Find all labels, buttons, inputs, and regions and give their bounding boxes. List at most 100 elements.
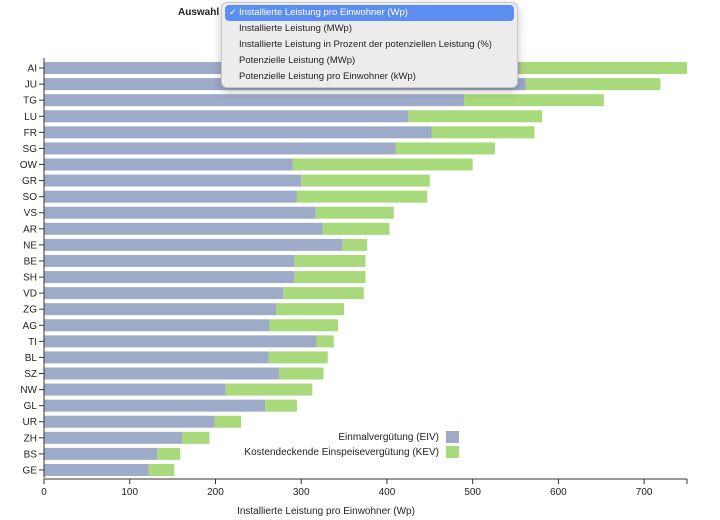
x-tick-label-600: 600 xyxy=(550,487,567,498)
legend-label-kev: Kostendeckende Einspeisevergütung (KEV) xyxy=(244,447,439,458)
bar-bl-eiv xyxy=(44,351,269,364)
dropdown-menu[interactable]: ✓ Installierte Leistung pro Einwohner (Wp… xyxy=(221,2,518,88)
bar-sh-eiv xyxy=(44,271,295,284)
bar-ur-kev xyxy=(214,415,242,428)
bar-ti-eiv xyxy=(44,335,317,348)
bar-ag-kev xyxy=(269,319,339,332)
y-tick-label-ai: AI xyxy=(28,64,37,75)
bar-nw-eiv xyxy=(44,383,226,396)
y-tick-label-be: BE xyxy=(24,256,38,267)
bar-ju-kev xyxy=(525,78,661,91)
y-tick-label-ag: AG xyxy=(23,321,38,332)
bar-be-kev xyxy=(294,254,366,267)
dropdown-option-label: Installierte Leistung pro Einwohner (Wp) xyxy=(239,7,408,18)
bar-bl-kev xyxy=(268,351,328,364)
dropdown-option-3[interactable]: Installierte Leistung in Prozent der pot… xyxy=(225,37,514,53)
bar-nw-kev xyxy=(225,383,313,396)
selector-label: Auswahl xyxy=(178,7,220,18)
bar-sg-eiv xyxy=(44,142,396,155)
y-tick-label-vd: VD xyxy=(23,289,37,300)
y-tick-label-ur: UR xyxy=(23,417,37,428)
dropdown-option-1[interactable]: ✓ Installierte Leistung pro Einwohner (Wp… xyxy=(225,5,514,21)
dropdown-option-label: Installierte Leistung (MWp) xyxy=(239,23,352,34)
bar-tg-eiv xyxy=(44,94,465,107)
bar-ar-eiv xyxy=(44,222,323,235)
y-tick-label-bl: BL xyxy=(25,353,38,364)
bar-lu-kev xyxy=(408,110,543,123)
y-tick-label-gr: GR xyxy=(22,176,37,187)
bar-ag-eiv xyxy=(44,319,270,332)
dropdown-option-5[interactable]: Potenzielle Leistung pro Einwohner (kWp) xyxy=(225,69,514,85)
y-tick-label-ow: OW xyxy=(20,160,38,171)
bar-ai-kev xyxy=(519,62,687,75)
bar-vd-kev xyxy=(283,287,364,300)
bars-group xyxy=(44,62,687,476)
legend-swatch-eiv xyxy=(446,431,459,443)
checkmark-icon: ✓ xyxy=(229,7,237,18)
x-tick-label-100: 100 xyxy=(121,487,138,498)
y-tick-label-sz: SZ xyxy=(24,369,37,380)
bar-zh-eiv xyxy=(44,431,183,444)
bar-ur-eiv xyxy=(44,415,215,428)
bar-ow-eiv xyxy=(44,158,293,171)
bar-ge-eiv xyxy=(44,463,149,476)
x-tick-label-400: 400 xyxy=(379,487,396,498)
y-tick-label-lu: LU xyxy=(24,112,37,123)
bar-ar-kev xyxy=(322,222,390,235)
y-tick-label-fr: FR xyxy=(24,128,37,139)
y-tick-label-zg: ZG xyxy=(23,305,37,316)
bar-ti-kev xyxy=(316,335,334,348)
x-tick-label-200: 200 xyxy=(207,487,224,498)
y-tick-label-sh: SH xyxy=(23,273,37,284)
bar-gl-kev xyxy=(265,399,297,412)
bar-gl-eiv xyxy=(44,399,266,412)
bar-sg-kev xyxy=(395,142,495,155)
bar-vs-kev xyxy=(315,206,394,219)
y-tick-label-ju: JU xyxy=(25,80,37,91)
y-tick-label-gl: GL xyxy=(24,401,38,412)
bar-vd-eiv xyxy=(44,287,284,300)
bar-so-eiv xyxy=(44,190,297,203)
x-axis: 0 100 200 300 400 500 600 700 xyxy=(41,478,688,498)
y-tick-label-ar: AR xyxy=(23,224,37,235)
dropdown-option-4[interactable]: Potenzielle Leistung (MWp) xyxy=(225,53,514,69)
bar-tg-kev xyxy=(464,94,604,107)
bar-zg-kev xyxy=(276,303,345,316)
bar-bs-eiv xyxy=(44,447,158,460)
bar-fr-eiv xyxy=(44,126,432,139)
dropdown-option-label: Potenzielle Leistung pro Einwohner (kWp) xyxy=(239,71,416,82)
x-axis-title: Installierte Leistung pro Einwohner (Wp) xyxy=(237,506,415,517)
y-tick-label-tg: TG xyxy=(23,96,37,107)
dropdown-option-2[interactable]: Installierte Leistung (MWp) xyxy=(225,21,514,37)
bar-so-kev xyxy=(296,190,428,203)
legend: Einmalvergütung (EIV) Kostendeckende Ein… xyxy=(244,431,459,458)
bar-lu-eiv xyxy=(44,110,409,123)
x-tick-label-0: 0 xyxy=(41,487,47,498)
legend-swatch-kev xyxy=(446,446,459,458)
y-tick-label-sg: SG xyxy=(23,144,38,155)
y-tick-label-ti: TI xyxy=(28,337,37,348)
bar-zg-eiv xyxy=(44,303,277,316)
y-tick-label-vs: VS xyxy=(24,208,38,219)
y-tick-label-bs: BS xyxy=(24,449,38,460)
x-tick-label-500: 500 xyxy=(464,487,481,498)
bar-sz-eiv xyxy=(44,367,279,380)
x-tick-label-700: 700 xyxy=(636,487,653,498)
y-tick-label-ge: GE xyxy=(23,465,38,476)
dropdown-option-label: Potenzielle Leistung (MWp) xyxy=(239,55,356,66)
bar-vs-eiv xyxy=(44,206,316,219)
bar-gr-kev xyxy=(301,174,430,187)
bar-ge-kev xyxy=(148,463,175,476)
bar-be-eiv xyxy=(44,254,295,267)
bar-gr-eiv xyxy=(44,174,302,187)
bar-fr-kev xyxy=(431,126,535,139)
y-tick-label-zh: ZH xyxy=(24,433,37,444)
y-tick-label-ne: NE xyxy=(23,240,37,251)
bar-ne-eiv xyxy=(44,238,343,251)
dropdown-option-label: Installierte Leistung in Prozent der pot… xyxy=(239,39,492,50)
x-tick-label-300: 300 xyxy=(293,487,310,498)
y-tick-label-nw: NW xyxy=(20,385,37,396)
y-axis: AI JU TG LU FR SG OW GR SO VS AR NE BE SH VD ZG AG TI BL SZ… xyxy=(20,58,45,478)
bar-zh-kev xyxy=(182,431,210,444)
